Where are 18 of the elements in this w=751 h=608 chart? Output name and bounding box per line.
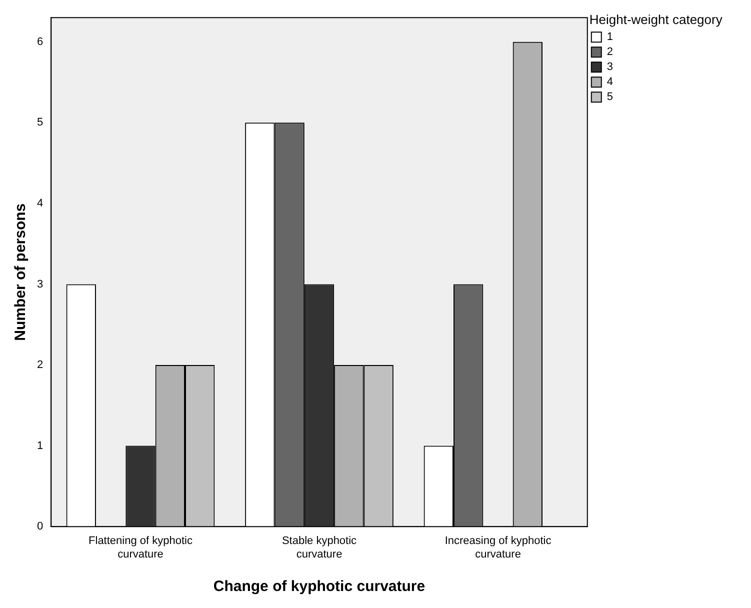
x-tick-label: Increasing of kyphotic curvature xyxy=(444,535,552,560)
legend-label: 2 xyxy=(606,46,614,58)
legend-label: 1 xyxy=(606,31,614,44)
legend-label: 4 xyxy=(606,76,614,88)
legend-label: 5 xyxy=(606,91,614,104)
x-axis-title: Change of kyphotic curvature xyxy=(213,578,426,596)
y-tick-label: 0 xyxy=(36,520,44,533)
x-tick-label: Flattening of kyphotic curvature xyxy=(88,535,193,560)
x-tick-label: Stable kyphotic curvature xyxy=(282,535,358,560)
y-tick-label: 1 xyxy=(36,440,44,452)
legend-title: Height-weight category xyxy=(589,12,723,28)
y-tick-label: 4 xyxy=(36,197,44,210)
legend-label: 3 xyxy=(606,61,614,74)
y-axis-title: Number of persons xyxy=(12,203,30,341)
y-tick-label: 6 xyxy=(36,36,44,48)
y-tick-label: 5 xyxy=(36,116,44,129)
y-tick-label: 2 xyxy=(36,359,44,372)
y-tick-label: 3 xyxy=(36,278,44,290)
